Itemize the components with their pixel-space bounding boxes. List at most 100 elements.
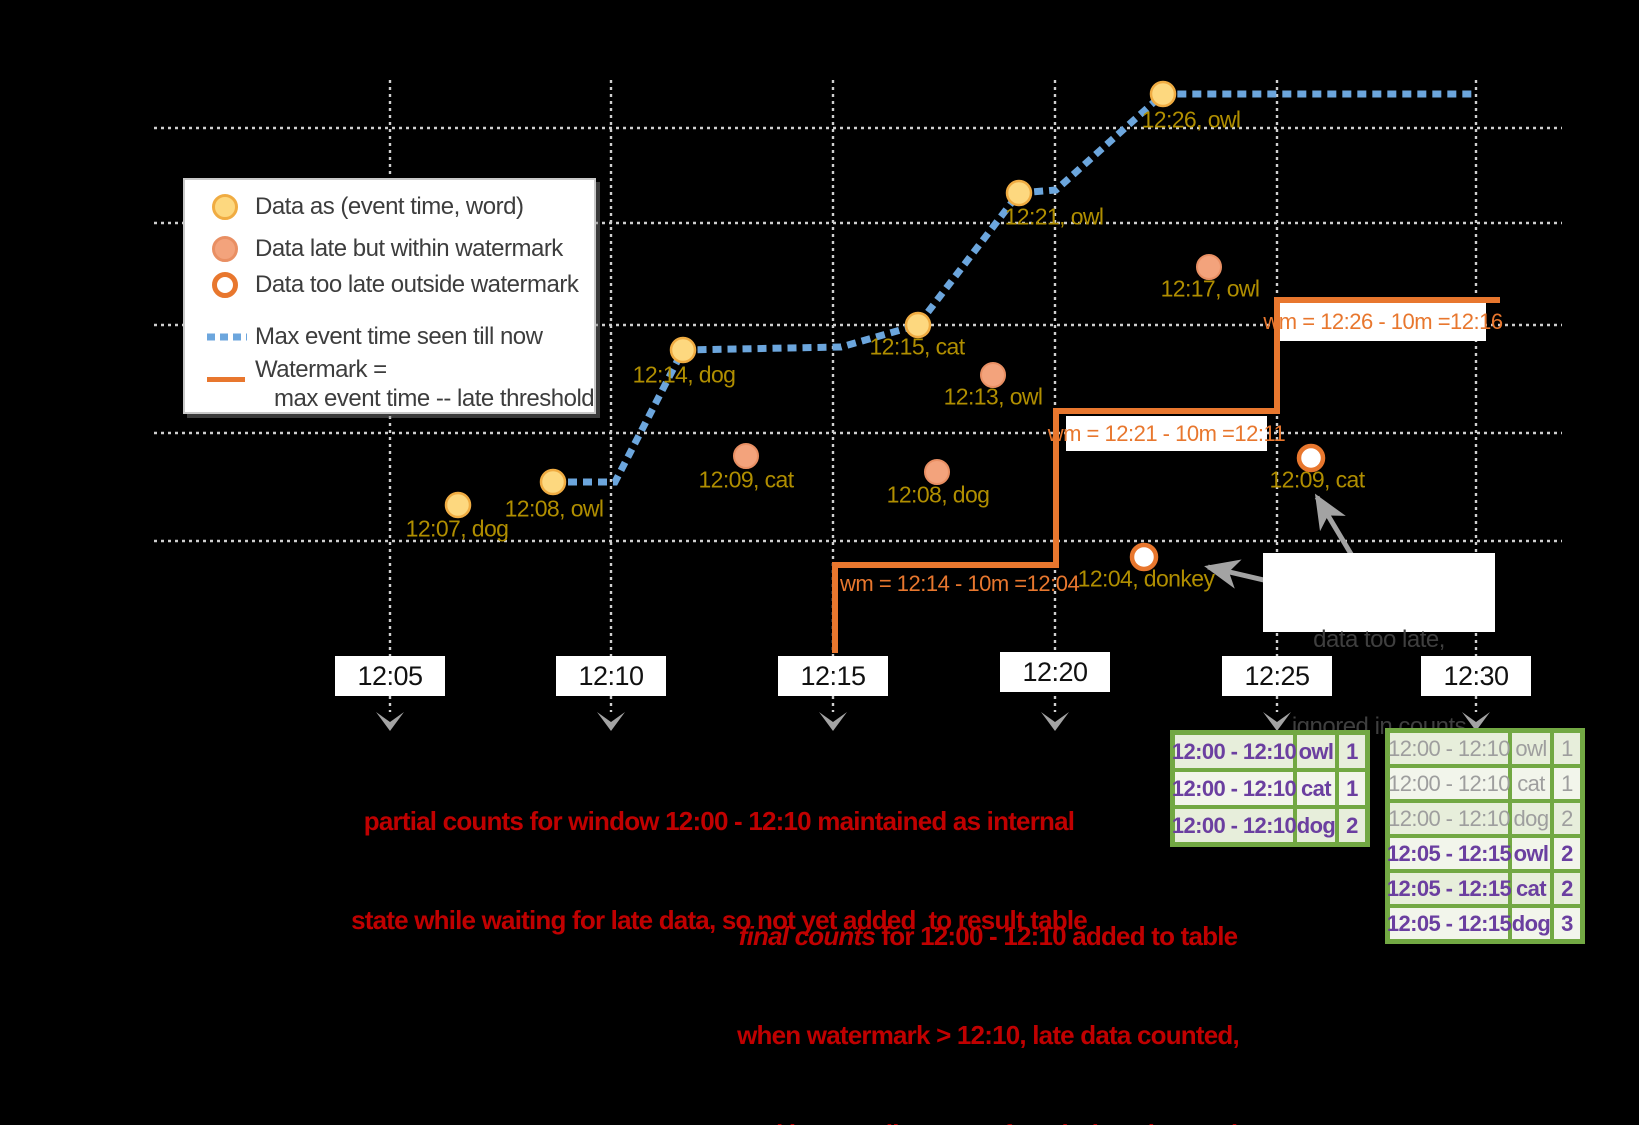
table-cell-word: cat — [1512, 873, 1550, 904]
down-arrow-icon — [819, 712, 847, 731]
table-cell-window: 12:00 - 12:10 — [1388, 803, 1511, 834]
table-cell-count: 2 — [1339, 809, 1365, 842]
data-point-toolate — [1129, 542, 1159, 572]
data-point-late — [733, 443, 759, 469]
note-line: and intermediate state for window droppe… — [737, 1118, 1239, 1125]
table-row: 12:00 - 12:10 owl 1 — [1172, 735, 1365, 768]
table-cell-word: owl — [1512, 838, 1550, 869]
table-cell-count: 1 — [1554, 733, 1580, 764]
legend-item-on-time: Data as (event time, word) — [185, 192, 594, 222]
legend-item-too-late: Data too late outside watermark — [185, 270, 594, 300]
table-row: 12:05 - 12:15 cat 2 — [1387, 873, 1580, 904]
data-point-ontime — [444, 491, 472, 519]
result-table-1230: 12:00 - 12:10 owl 1 12:00 - 12:10 cat 1 12:00 … — [1385, 728, 1585, 944]
legend-label: Max event time seen till now — [255, 323, 543, 350]
data-points — [444, 80, 1326, 572]
point-label: 12:17, owl — [1160, 275, 1260, 302]
late-dot-icon — [212, 236, 238, 262]
legend-item-watermark: Watermark = — [185, 355, 594, 385]
dashed-line-icon — [207, 333, 247, 341]
point-label: 12:14, dog — [632, 361, 736, 388]
table-row: 12:00 - 12:10 dog 2 — [1388, 803, 1580, 834]
table-row: 12:00 - 12:10 cat 1 — [1172, 772, 1365, 805]
down-arrow-icon — [1462, 712, 1490, 731]
legend-label: Data too late outside watermark — [255, 271, 579, 298]
data-point-late — [1196, 254, 1222, 280]
point-label: 12:09, cat — [698, 466, 794, 493]
down-arrow-icon — [597, 712, 625, 731]
legend-watermark-formula: max event time -- late threshold — [274, 385, 595, 412]
table-cell-count: 2 — [1554, 873, 1580, 904]
table-cell-count: 1 — [1339, 735, 1365, 768]
axis-arrows — [376, 712, 1490, 731]
time-label: 12:30 — [1421, 656, 1531, 696]
point-label: 12:26, owl — [1141, 106, 1241, 133]
table-cell-word: dog — [1512, 908, 1551, 939]
solid-line-icon — [207, 377, 245, 382]
legend-item-late: Data late but within watermark — [185, 234, 594, 264]
table-cell-window: 12:00 - 12:10 — [1172, 735, 1297, 768]
table-row: 12:00 - 12:10 owl 1 — [1388, 733, 1580, 764]
max-event-time-line — [553, 90, 1477, 486]
table-cell-window: 12:05 - 12:15 — [1387, 908, 1512, 939]
time-label: 12:20 — [1000, 652, 1110, 692]
callout-line: data too late, — [1313, 626, 1445, 653]
table-cell-word: cat — [1297, 772, 1335, 805]
watermark-step-line — [832, 297, 1500, 653]
data-point-ontime — [904, 311, 932, 339]
data-point-ontime — [1149, 80, 1177, 108]
note-line: partial counts for window 12:00 - 12:10 … — [363, 806, 1075, 836]
point-label: 12:09, cat — [1269, 466, 1365, 493]
table-row: 12:00 - 12:10 cat 1 — [1388, 768, 1580, 799]
data-point-ontime — [669, 336, 697, 364]
watermark-label-3: wm = 12:26 - 10m =12:16 — [1263, 303, 1503, 341]
table-cell-window: 12:00 - 12:10 — [1388, 733, 1511, 764]
legend-label: Data late but within watermark — [255, 235, 563, 262]
table-cell-word: cat — [1512, 768, 1550, 799]
table-cell-count: 2 — [1554, 838, 1580, 869]
point-label: 12:04, donkey — [1077, 565, 1215, 592]
point-label: 12:13, owl — [943, 383, 1043, 410]
time-label: 12:10 — [556, 656, 666, 696]
table-cell-word: dog — [1512, 803, 1550, 834]
data-point-toolate — [1296, 443, 1326, 473]
table-cell-count: 3 — [1554, 908, 1580, 939]
final-counts-note: final counts for 12:00 - 12:10 added to … — [737, 854, 1240, 1125]
table-cell-count: 1 — [1339, 772, 1365, 805]
data-point-late — [980, 362, 1006, 388]
legend-label: Data as (event time, word) — [255, 193, 524, 220]
note-line: final counts for 12:00 - 12:10 added to … — [738, 921, 1238, 951]
data-point-late — [924, 459, 950, 485]
table-cell-window: 12:00 - 12:10 — [1388, 768, 1511, 799]
watermark-label-1: wm = 12:14 - 10m =12:04 — [840, 571, 1080, 596]
table-cell-window: 12:05 - 12:15 — [1387, 873, 1512, 904]
result-table-1225: 12:00 - 12:10 owl 1 12:00 - 12:10 cat 1 12:00 … — [1170, 730, 1370, 847]
data-point-ontime — [539, 468, 567, 496]
on-time-dot-icon — [212, 194, 238, 220]
table-cell-word: dog — [1297, 809, 1336, 842]
point-label: 12:07, dog — [405, 515, 509, 542]
point-label: 12:08, owl — [504, 495, 604, 522]
time-label: 12:25 — [1222, 656, 1332, 696]
point-label: 12:21, owl — [1004, 203, 1104, 230]
point-label: 12:08, dog — [886, 481, 990, 508]
table-cell-count: 1 — [1554, 768, 1580, 799]
legend-label: Watermark = — [255, 356, 387, 383]
legend-item-max-event: Max event time seen till now — [185, 322, 594, 352]
note-line: state while waiting for late data, so no… — [351, 905, 1088, 935]
too-late-callout: data too late, ignored in counts — [1263, 553, 1495, 740]
table-cell-word: owl — [1297, 735, 1335, 768]
watermark-label-2: wm = 12:21 - 10m =12:11 — [1048, 416, 1286, 451]
data-point-ontime — [1005, 179, 1033, 207]
note-line: when watermark > 12:10, late data counte… — [737, 1020, 1240, 1050]
point-label: 12:15, cat — [869, 333, 965, 360]
time-label: 12:05 — [335, 656, 445, 696]
legend: Data as (event time, word) Data late but… — [183, 178, 596, 414]
too-late-dot-icon — [212, 272, 238, 298]
table-cell-window: 12:00 - 12:10 — [1172, 809, 1297, 842]
down-arrow-icon — [1041, 712, 1069, 731]
callout-arrow — [1314, 493, 1357, 561]
down-arrow-icon — [1263, 712, 1291, 731]
